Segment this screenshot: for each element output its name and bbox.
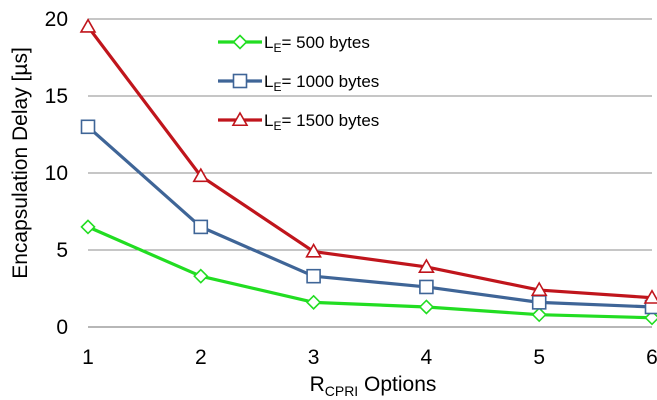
legend-marker [231,111,249,127]
legend-item-3[interactable]: LE= 1500 bytes [218,111,379,133]
x-axis-label-rest: Options [358,373,436,396]
legend-label-sub: E [273,80,281,94]
x-tick-label: 4 [421,346,433,369]
legend-marker [232,34,248,50]
x-tick-label: 1 [82,346,94,369]
x-tick-label: 5 [533,346,545,369]
legend-label: LE= 1500 bytes [264,111,379,133]
y-tick-label: 10 [45,162,68,185]
data-point [419,279,434,295]
legend-label-sub: E [273,119,281,133]
data-point [80,119,96,135]
legend-label-sub: E [273,41,281,55]
y-tick-label: 0 [56,316,68,339]
legend-label-rest: = 1000 bytes [281,72,379,91]
data-point [79,18,97,33]
data-point [644,310,657,326]
series-group [79,18,657,326]
series-2 [80,119,657,315]
series-3 [79,18,657,304]
y-tick-label: 5 [56,239,68,262]
data-point [305,294,322,310]
x-axis-label-sub: CPRI [325,383,358,399]
data-point [531,307,547,323]
data-point [192,167,210,183]
series-line [86,25,653,300]
data-point [306,268,321,284]
legend-label: LE= 500 bytes [264,33,370,55]
y-axis-label: Encapsulation Delay [µs] [9,47,32,279]
data-point [193,268,209,284]
legend-label-main: L [264,33,273,52]
legend-label-main: L [264,111,273,130]
x-axis-label: RCPRI Options [310,373,437,399]
legend-label-rest: = 1500 bytes [281,111,379,130]
data-point [418,258,435,273]
data-point [643,289,657,304]
grid-lines [88,18,652,251]
legend-label-main: L [264,72,273,91]
x-tick-label: 2 [195,346,207,369]
series-line [86,125,653,309]
data-point [418,299,435,315]
data-point [531,295,547,310]
x-axis-label-main: R [310,373,325,396]
legend-marker [232,73,248,89]
data-point [80,219,96,235]
data-point [530,281,548,297]
legend-label: LE= 1000 bytes [264,72,379,94]
x-tick-label: 3 [308,346,320,369]
x-tick-labels: 1 2 3 4 5 6 [82,346,657,369]
data-point [193,219,209,235]
y-tick-labels: 0 5 10 15 20 [45,8,68,339]
legend-item-1[interactable]: LE= 500 bytes [218,33,370,55]
series-line [87,225,653,320]
series-1 [80,219,657,326]
legend-label-rest: = 500 bytes [281,33,369,52]
data-point [305,242,322,258]
y-tick-label: 15 [45,85,68,108]
legend-item-2[interactable]: LE= 1000 bytes [218,72,379,94]
x-tick-label: 6 [646,346,657,369]
y-tick-label: 20 [45,8,68,31]
